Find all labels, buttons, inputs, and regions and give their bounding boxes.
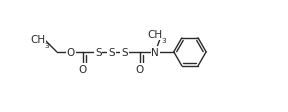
Text: O: O (136, 64, 144, 74)
Text: S: S (121, 47, 128, 57)
Text: 3: 3 (45, 42, 50, 48)
Text: 3: 3 (161, 38, 166, 43)
Text: O: O (79, 64, 87, 74)
Text: CH: CH (31, 34, 46, 44)
Text: S: S (95, 47, 102, 57)
Text: N: N (151, 47, 159, 57)
Text: O: O (67, 47, 75, 57)
Text: S: S (108, 47, 115, 57)
Text: CH: CH (147, 30, 162, 40)
